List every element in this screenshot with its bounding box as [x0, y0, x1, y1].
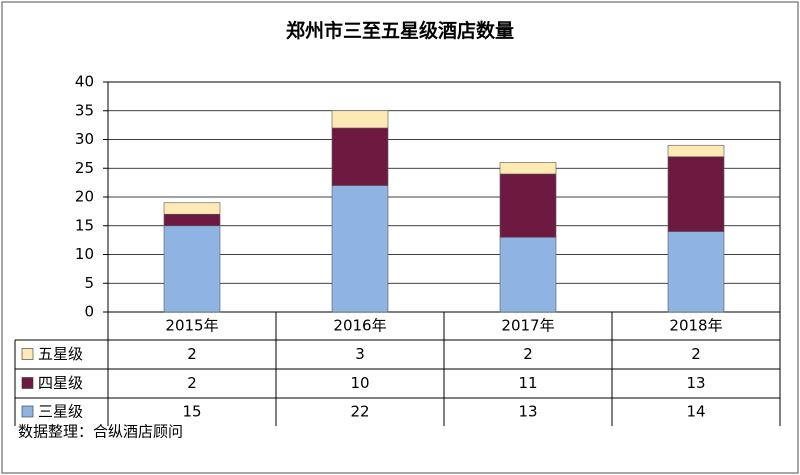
bar-segment — [163, 225, 221, 313]
x-tick-label: 2018年 — [669, 317, 722, 335]
x-tick-label: 2015年 — [165, 317, 218, 335]
table-value: 2 — [691, 345, 701, 363]
legend-label: 五星级 — [38, 345, 83, 363]
x-tick-label: 2017年 — [501, 317, 554, 335]
x-tick-label: 2016年 — [333, 317, 386, 335]
y-tick-label: 25 — [75, 159, 94, 177]
bar-segment — [163, 213, 221, 227]
table-value: 14 — [686, 403, 705, 421]
bar-segment — [499, 162, 557, 175]
y-tick-label: 30 — [75, 130, 94, 148]
bar-segment — [667, 231, 725, 313]
y-tick-label: 35 — [75, 101, 94, 119]
table-value: 3 — [355, 345, 365, 363]
source-note: 数据整理：合纵酒店顾问 — [18, 423, 183, 441]
table-value: 2 — [187, 345, 197, 363]
bar-segment — [331, 185, 389, 313]
y-tick-label: 40 — [75, 73, 94, 91]
y-tick-label: 5 — [84, 274, 94, 292]
table-value: 15 — [182, 403, 201, 421]
legend-label: 三星级 — [38, 403, 83, 421]
y-tick-label: 15 — [75, 216, 94, 234]
chart-title: 郑州市三至五星级酒店数量 — [286, 19, 514, 42]
bar-segment — [499, 173, 557, 238]
table-value: 13 — [518, 403, 537, 421]
bar-segment — [499, 236, 557, 313]
bar-segment — [331, 127, 389, 186]
bar-segment — [667, 144, 725, 158]
table-value: 13 — [686, 374, 705, 392]
table-value: 2 — [523, 345, 533, 363]
y-tick-label: 20 — [75, 188, 94, 206]
legend-swatch — [21, 348, 34, 360]
table-value: 22 — [350, 403, 369, 421]
y-tick-label: 0 — [84, 303, 94, 321]
legend-swatch — [21, 377, 34, 389]
legend-swatch — [21, 405, 34, 418]
bar-segment — [331, 110, 389, 129]
table-value: 2 — [187, 374, 197, 392]
bar-segment — [667, 156, 725, 232]
table-value: 11 — [518, 374, 537, 392]
legend-label: 四星级 — [38, 374, 83, 392]
y-tick-label: 10 — [75, 245, 94, 263]
bar-segment — [163, 202, 221, 215]
table-value: 10 — [350, 374, 369, 392]
